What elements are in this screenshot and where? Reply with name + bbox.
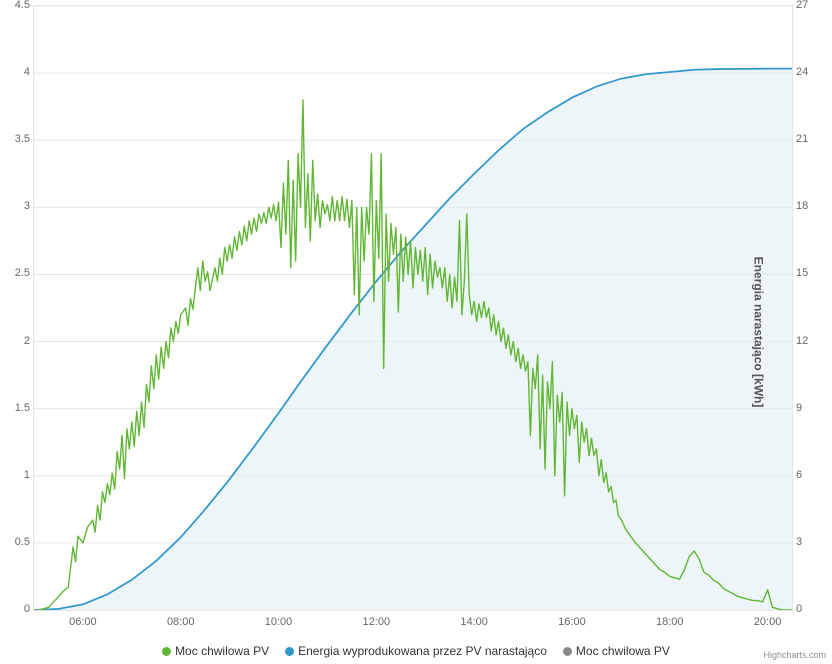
- highcharts-credits[interactable]: Highcharts.com: [763, 650, 826, 660]
- legend: Moc chwilowa PV Energia wyprodukowana prz…: [0, 644, 832, 658]
- pv-chart: Energia narastająco [kWh] Moc chwilowa P…: [0, 0, 832, 664]
- legend-marker: [563, 647, 572, 656]
- legend-item[interactable]: Energia wyprodukowana przez PV narastają…: [285, 644, 547, 658]
- y-right-axis-title: Energia narastająco [kWh]: [752, 257, 766, 408]
- plot-area: [34, 6, 792, 610]
- legend-marker: [162, 647, 171, 656]
- legend-item[interactable]: Moc chwilowa PV: [162, 644, 269, 658]
- legend-item[interactable]: Moc chwilowa PV: [563, 644, 670, 658]
- legend-marker: [285, 647, 294, 656]
- chart-svg: [34, 6, 792, 610]
